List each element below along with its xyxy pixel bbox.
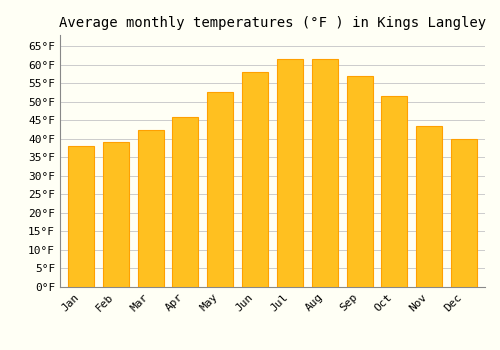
Bar [102, 142, 129, 287]
Bar [451, 139, 477, 287]
Bar [207, 92, 234, 287]
Bar [68, 146, 94, 287]
Bar [346, 76, 372, 287]
Bar [312, 59, 338, 287]
Bar [416, 126, 442, 287]
Bar [138, 130, 164, 287]
Bar [242, 72, 268, 287]
Bar [382, 96, 407, 287]
Bar [172, 117, 199, 287]
Bar [277, 59, 303, 287]
Title: Average monthly temperatures (°F ) in Kings Langley: Average monthly temperatures (°F ) in Ki… [59, 16, 486, 30]
